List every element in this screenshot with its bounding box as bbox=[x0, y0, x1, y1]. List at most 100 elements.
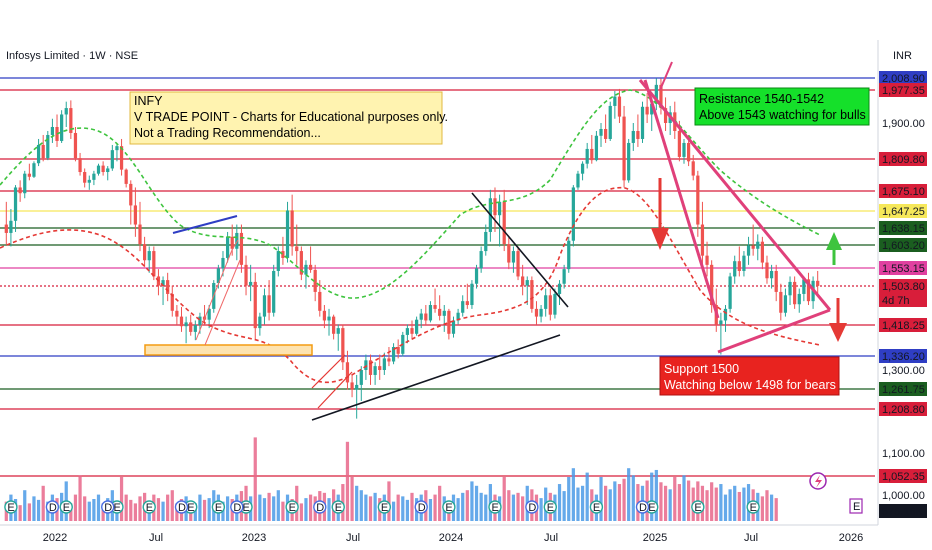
volume-bar bbox=[119, 477, 124, 521]
x-axis: 2022 Jul 2023 Jul 2024 Jul 2025 Jul 2026 bbox=[43, 532, 863, 544]
candle-body bbox=[262, 295, 267, 317]
volume-bar bbox=[69, 503, 73, 521]
candle-body bbox=[166, 280, 170, 294]
candle-body bbox=[686, 142, 691, 162]
volume-bar bbox=[410, 492, 414, 521]
black-uptrend-line bbox=[311, 334, 561, 421]
down-arrow-icon bbox=[651, 178, 669, 250]
candle-body bbox=[327, 316, 331, 321]
candle-body bbox=[456, 312, 460, 321]
x-tick-label: 2025 bbox=[643, 532, 667, 544]
earnings-marker bbox=[285, 500, 299, 514]
candle-body bbox=[299, 251, 303, 275]
volume-bar bbox=[705, 490, 709, 521]
x-tick-label: 2022 bbox=[43, 532, 67, 544]
candle-body bbox=[4, 224, 8, 233]
volume-bar bbox=[308, 494, 313, 521]
price-level-label: 2,008.90 bbox=[882, 73, 925, 85]
x-tick-label: Jul bbox=[149, 532, 163, 544]
price-level-tag bbox=[879, 504, 927, 518]
currency-label: INR bbox=[893, 50, 912, 62]
volume-bar bbox=[253, 437, 257, 521]
volume-bar bbox=[207, 498, 211, 521]
volume-bar bbox=[258, 494, 262, 521]
candle-body bbox=[710, 264, 714, 306]
candle-body bbox=[272, 270, 276, 313]
candle-body bbox=[746, 245, 751, 256]
candle-body bbox=[502, 201, 506, 245]
volume-bar bbox=[604, 485, 608, 521]
candle-body bbox=[96, 165, 101, 174]
candle-body bbox=[677, 130, 682, 157]
svg-text:Not a Trading Recommendation..: Not a Trading Recommendation... bbox=[134, 126, 321, 140]
earnings-marker bbox=[142, 500, 156, 514]
candle-body bbox=[391, 347, 396, 362]
volume-bar bbox=[557, 484, 562, 521]
candle-body bbox=[756, 241, 760, 249]
price-level-tag bbox=[879, 238, 927, 252]
price-level-label: 1,647.25 bbox=[882, 206, 925, 218]
volume-bar bbox=[304, 498, 308, 521]
candle-body bbox=[308, 264, 313, 270]
wedge-top-tick bbox=[659, 61, 673, 91]
candle-body bbox=[461, 301, 465, 313]
candle-body bbox=[419, 313, 423, 320]
svg-text:Support 1500: Support 1500 bbox=[664, 362, 739, 376]
candle-body bbox=[221, 257, 225, 269]
candle-body bbox=[332, 316, 336, 334]
volume-bar bbox=[470, 481, 474, 521]
candle-body bbox=[115, 146, 119, 151]
earnings-marker bbox=[488, 500, 502, 514]
volume-bar bbox=[138, 496, 142, 521]
volume-bar bbox=[87, 501, 91, 521]
volume-bar bbox=[364, 494, 368, 521]
event-marker-label: E bbox=[335, 502, 342, 514]
candle-body bbox=[442, 310, 446, 316]
blue-trendline bbox=[172, 215, 238, 234]
candle-body bbox=[723, 308, 728, 321]
candle-body bbox=[230, 236, 234, 249]
x-tick-label: Jul bbox=[744, 532, 758, 544]
candle-body bbox=[378, 366, 382, 370]
lightning-icon[interactable] bbox=[809, 472, 827, 490]
volume-bar bbox=[133, 503, 138, 521]
candle-body bbox=[142, 244, 147, 261]
volume-bar bbox=[175, 503, 179, 521]
volume-bar bbox=[474, 485, 479, 521]
candle-body bbox=[553, 293, 557, 315]
volume-bar bbox=[225, 496, 230, 521]
event-marker-label: D bbox=[528, 502, 536, 514]
earnings-marker bbox=[4, 500, 18, 514]
candle-body bbox=[779, 291, 783, 313]
svg-text:Above 1543 watching for bulls: Above 1543 watching for bulls bbox=[699, 108, 866, 122]
candle-body bbox=[562, 269, 566, 284]
candle-body bbox=[193, 325, 197, 332]
candle-body bbox=[9, 220, 13, 233]
price-level-label: 1,052.35 bbox=[882, 471, 925, 483]
volume-bar bbox=[193, 503, 197, 521]
volume-bar bbox=[433, 494, 437, 521]
candle-body bbox=[433, 305, 437, 309]
volume-bar bbox=[267, 492, 271, 521]
volume-bar bbox=[617, 484, 622, 521]
volume-bar bbox=[673, 477, 677, 521]
event-marker-label: E bbox=[648, 502, 655, 514]
candle-body bbox=[106, 168, 110, 173]
candle-body bbox=[152, 251, 156, 277]
candle-body bbox=[170, 293, 174, 311]
volume-bar bbox=[92, 499, 96, 521]
candle-body bbox=[428, 305, 433, 321]
candle-body bbox=[571, 187, 575, 241]
candle-body bbox=[474, 268, 479, 284]
volume-bar bbox=[299, 503, 303, 521]
event-marker-label: D bbox=[316, 502, 324, 514]
volume-bar bbox=[124, 494, 128, 521]
event-marker-label: E bbox=[243, 502, 250, 514]
candle-body bbox=[728, 276, 732, 309]
candle-body bbox=[590, 148, 594, 161]
candle-body bbox=[405, 328, 410, 335]
volume-bar bbox=[599, 477, 603, 521]
candle-body bbox=[557, 283, 562, 294]
